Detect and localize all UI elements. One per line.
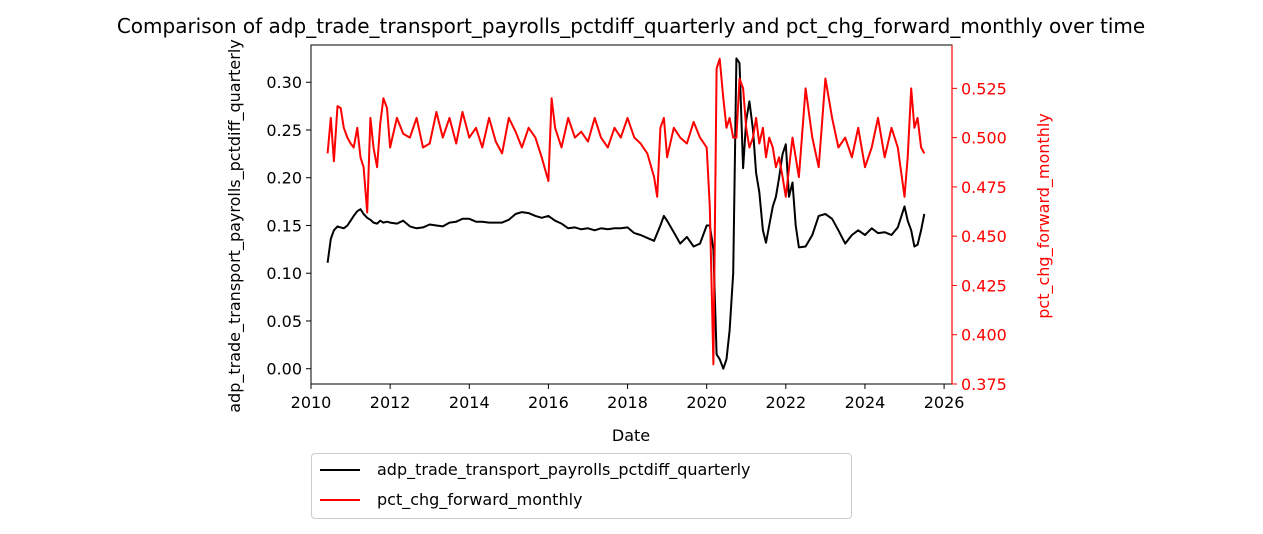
legend: adp_trade_transport_payrolls_pctdiff_qua… — [311, 453, 852, 519]
y-axis-right-ticks: 0.375 0.400 0.425 0.450 0.475 0.500 0.525 — [952, 79, 1007, 394]
chart-title: Comparison of adp_trade_transport_payrol… — [117, 14, 1145, 38]
x-tick-label: 2014 — [449, 393, 490, 412]
y-axis-right-label: pct_chg_forward_monthly — [1034, 113, 1054, 319]
x-tick-label: 2010 — [291, 393, 332, 412]
legend-swatch-pct-chg — [320, 499, 360, 501]
y-tick-label: 0.10 — [266, 264, 302, 283]
series-line-0 — [326, 57, 926, 370]
y-right-tick-label: 0.450 — [961, 227, 1007, 246]
legend-label-pct-chg: pct_chg_forward_monthly — [377, 490, 583, 509]
y-right-tick-label: 0.500 — [961, 129, 1007, 148]
plot-frame — [310, 44, 953, 385]
y-right-tick-label: 0.525 — [961, 79, 1007, 98]
y-tick-label: 0.05 — [266, 312, 302, 331]
y-tick-label: 0.20 — [266, 169, 302, 188]
y-right-tick-label: 0.475 — [961, 178, 1007, 197]
x-axis-ticks: 2010 2012 2014 2016 2018 2020 2022 2024 2026 — [291, 384, 965, 412]
x-tick-label: 2020 — [686, 393, 727, 412]
y-right-tick-label: 0.425 — [961, 276, 1007, 295]
x-tick-label: 2024 — [845, 393, 886, 412]
y-right-tick-label: 0.400 — [961, 326, 1007, 345]
legend-item-pct-chg: pct_chg_forward_monthly — [312, 488, 851, 512]
legend-swatch-adp — [320, 469, 360, 471]
y-tick-label: 0.30 — [266, 73, 302, 92]
y-axis-ticks: 0.00 0.05 0.10 0.15 0.20 0.25 0.30 — [266, 73, 311, 379]
x-tick-label: 2018 — [607, 393, 648, 412]
series-line-1 — [326, 57, 926, 366]
x-tick-label: 2012 — [370, 393, 411, 412]
y-tick-label: 0.00 — [266, 360, 302, 379]
y-right-tick-label: 0.375 — [961, 375, 1007, 394]
series-layer — [326, 57, 926, 370]
y-tick-label: 0.15 — [266, 216, 302, 235]
y-tick-label: 0.25 — [266, 121, 302, 140]
x-tick-label: 2022 — [765, 393, 806, 412]
legend-item-adp: adp_trade_transport_payrolls_pctdiff_qua… — [312, 458, 851, 482]
legend-label-adp: adp_trade_transport_payrolls_pctdiff_qua… — [377, 460, 751, 479]
y-axis-label: adp_trade_transport_payrolls_pctdiff_qua… — [225, 39, 245, 413]
x-tick-label: 2016 — [528, 393, 569, 412]
x-axis-label: Date — [612, 426, 650, 445]
x-tick-label: 2026 — [924, 393, 965, 412]
